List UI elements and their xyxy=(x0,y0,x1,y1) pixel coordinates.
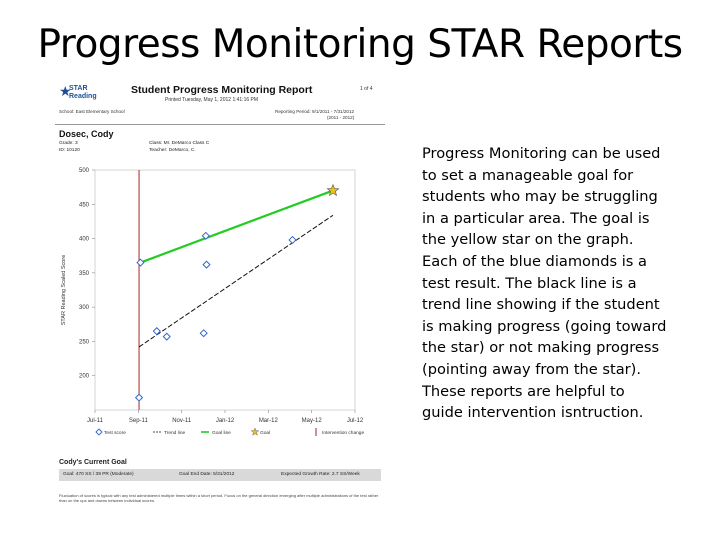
y-tick-label: 250 xyxy=(79,339,90,345)
legend-label: Intervention change xyxy=(322,430,364,436)
plot-area xyxy=(94,169,356,411)
report-title: Student Progress Monitoring Report xyxy=(131,84,313,96)
legend-test-score-icon xyxy=(95,428,103,436)
y-tick-label: 450 xyxy=(79,202,90,208)
student-class: Class: Mr. DeMarco Class C xyxy=(149,141,210,146)
legend-label: Test score xyxy=(104,430,126,436)
star-reading-logo: ★ STAR Reading xyxy=(59,82,97,104)
y-tick-label: 200 xyxy=(79,374,90,380)
x-tick-label: Sep-11 xyxy=(129,418,149,424)
student-grade: Grade: 3 xyxy=(59,141,78,146)
logo-text: STAR Reading xyxy=(69,85,97,100)
goal-box: Goal: 470 SS / 39 PR (Moderate) Goal End… xyxy=(59,469,381,481)
student-id: ID: 10120 xyxy=(59,148,80,153)
x-tick-label: Jul-12 xyxy=(347,418,364,424)
goal-growth-rate: Expected Growth Rate: 2.7 SS/Week xyxy=(281,472,360,477)
report-school-year: (2011 - 2012) xyxy=(327,115,355,120)
x-tick-label: Jan-12 xyxy=(216,418,235,424)
y-tick-label: 500 xyxy=(79,168,90,174)
test-score-point xyxy=(201,231,210,240)
slide-description: Progress Monitoring can be used to set a… xyxy=(422,145,667,422)
trend-line xyxy=(138,214,334,348)
test-score-point xyxy=(199,329,208,338)
report-printed: Printed Tuesday, May 1, 2012 1:41:16 PM xyxy=(165,97,259,103)
test-score-point xyxy=(202,260,211,269)
student-teacher: Teacher: DeMarco, C. xyxy=(149,148,196,153)
star-report: ★ STAR Reading Student Progress Monitori… xyxy=(55,78,385,510)
legend-goal-star-icon xyxy=(250,427,260,436)
report-page: 1 of 4 xyxy=(360,86,373,92)
header-divider xyxy=(55,124,385,125)
test-score-point xyxy=(162,332,171,341)
goal-line xyxy=(140,189,334,264)
chart-axes: 500 450 400 350 300 250 200 Jul-11 Sep-11 Nov-11 J… xyxy=(61,168,364,424)
y-tick-label: 400 xyxy=(79,237,90,243)
y-axis-label: STAR Reading Scaled Score xyxy=(61,255,67,326)
x-tick-label: May-12 xyxy=(302,418,323,424)
y-tick-label: 300 xyxy=(79,305,90,311)
test-score-point xyxy=(134,393,144,402)
chart-legend: Test score Trend line Goal line Goal Interve… xyxy=(95,427,364,436)
test-score-point xyxy=(288,235,297,245)
goal-title: Cody's Current Goal xyxy=(59,459,127,466)
test-score-point xyxy=(136,258,145,267)
legend-label: Goal line xyxy=(212,430,231,436)
student-name: Dosec, Cody xyxy=(59,129,114,139)
y-tick-label: 350 xyxy=(79,271,90,277)
test-score-point xyxy=(152,327,161,336)
slide-title: Progress Monitoring STAR Reports xyxy=(37,22,683,67)
report-footnote: Fluctuation of scores is typical with an… xyxy=(59,493,379,503)
x-tick-label: Jul-11 xyxy=(87,418,104,424)
x-tick-label: Nov-11 xyxy=(172,418,192,424)
goal-star xyxy=(326,183,340,197)
report-period: Reporting Period: 9/1/2011 - 7/31/2012 xyxy=(275,109,355,114)
legend-label: Trend line xyxy=(164,430,185,436)
goal-value: Goal: 470 SS / 39 PR (Moderate) xyxy=(63,472,134,477)
legend-label: Goal xyxy=(260,430,270,436)
report-school: School: East Elementary School xyxy=(59,109,125,114)
progress-chart: 500 450 400 350 300 250 200 Jul-11 Sep-11 Nov-11 J… xyxy=(61,168,364,436)
goal-end-date: Goal End Date: 5/31/2012 xyxy=(179,472,235,477)
chart-marks xyxy=(134,170,340,410)
star-logo-icon: ★ xyxy=(59,83,72,99)
x-tick-label: Mar-12 xyxy=(259,418,279,424)
